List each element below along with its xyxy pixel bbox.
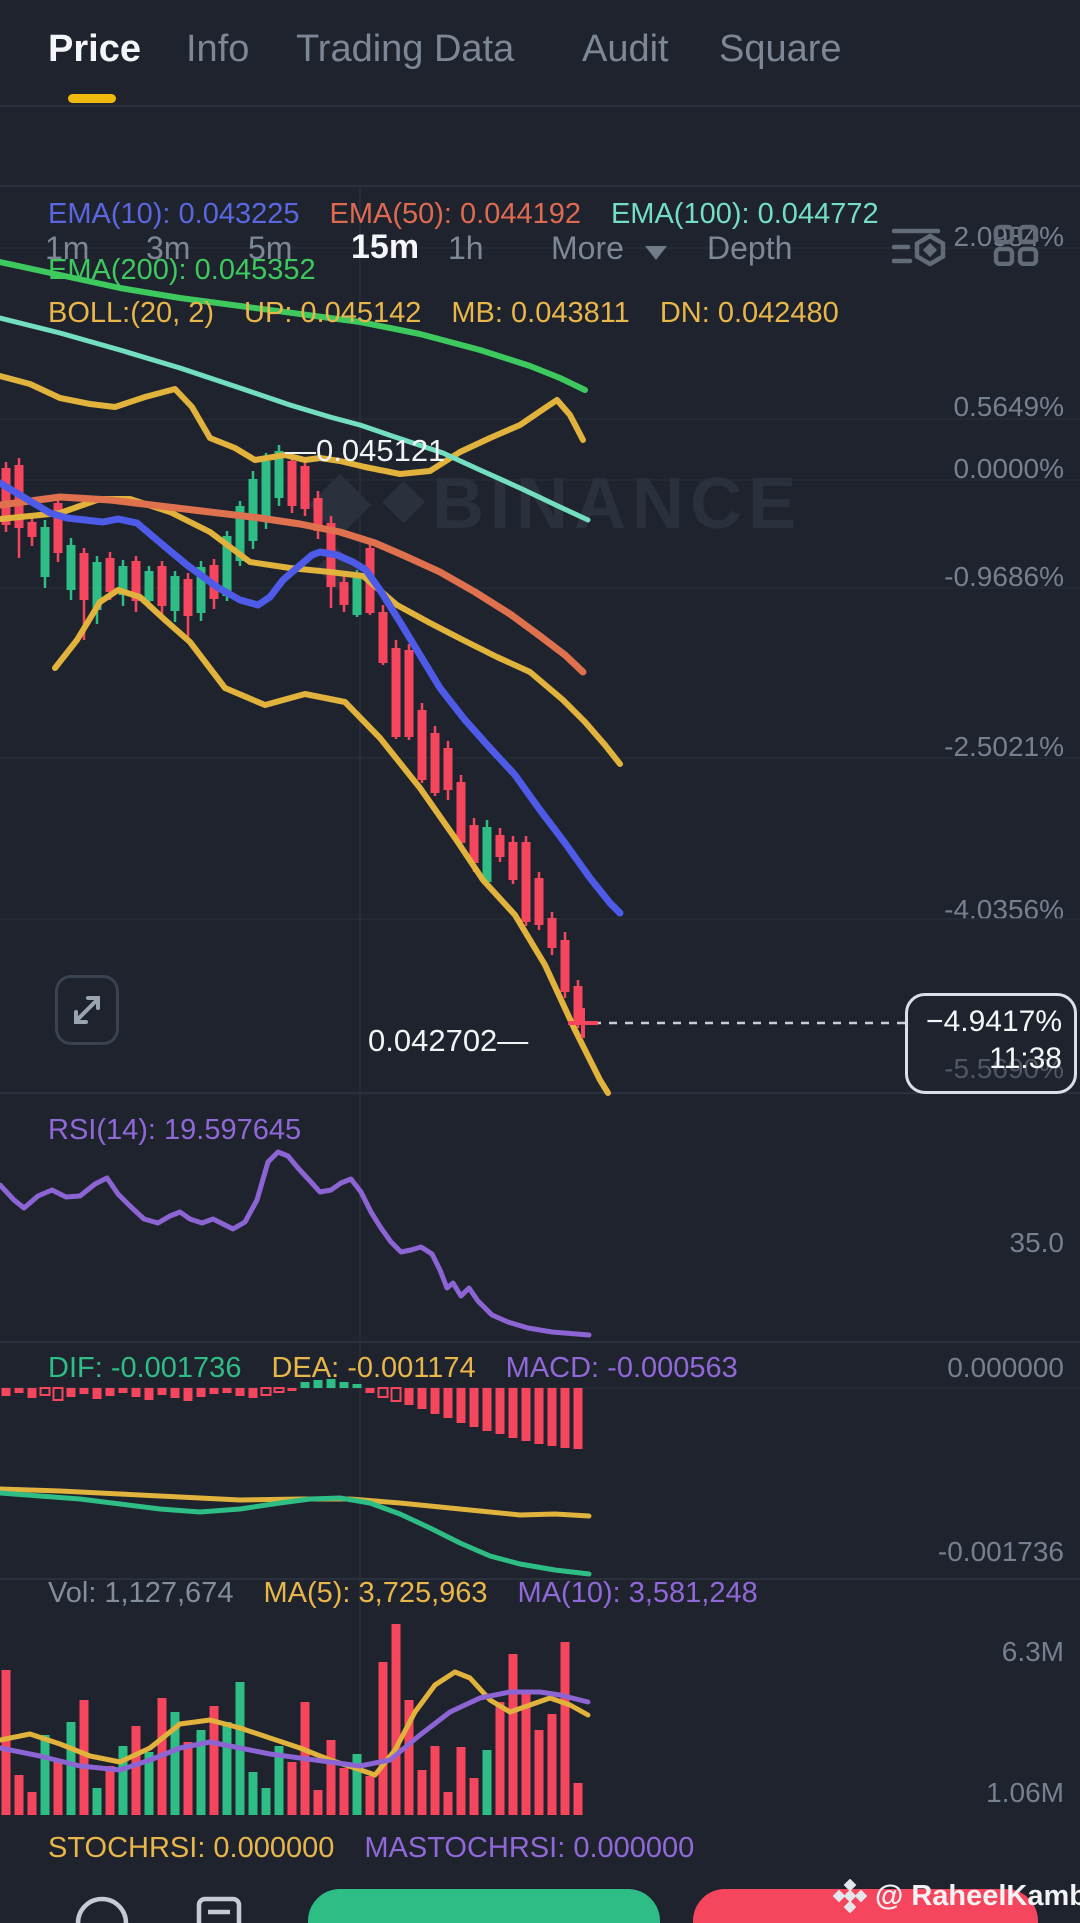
high-price-label: —0.045121 bbox=[285, 433, 446, 468]
depth-button[interactable]: Depth bbox=[707, 230, 793, 266]
tab-square[interactable]: Square bbox=[719, 28, 842, 70]
vol-ma5-readout: MA(5): 3,725,963 bbox=[263, 1577, 488, 1609]
ema100-readout: EMA(100): 0.044772 bbox=[610, 198, 879, 230]
active-tab-underline bbox=[68, 94, 116, 103]
binance-diamond-icon bbox=[833, 1879, 867, 1913]
ema200-readout: EMA(200): 0.045352 bbox=[48, 254, 316, 286]
current-price-badge: −4.9417% 11:38 bbox=[905, 993, 1077, 1094]
boll-up-readout: UP: 0.045142 bbox=[244, 297, 422, 329]
change-percent-value: −4.9417% bbox=[926, 1005, 1062, 1038]
macd-indicator-row: DIF: -0.001736 DEA: -0.001174 MACD: -0.0… bbox=[48, 1352, 738, 1385]
indicator-settings-icon[interactable] bbox=[890, 224, 946, 272]
boll-indicator-row: BOLL:(20, 2) UP: 0.045142 MB: 0.043811 D… bbox=[48, 297, 839, 330]
timeframe-5m[interactable]: 5m bbox=[248, 230, 293, 266]
chevron-down-icon[interactable] bbox=[645, 246, 667, 260]
axis-label-2: 0.5649% bbox=[953, 391, 1064, 422]
tab-audit[interactable]: Audit bbox=[582, 28, 669, 70]
volume-axis-top: 6.3M bbox=[1001, 1636, 1064, 1667]
timeframe-1h[interactable]: 1h bbox=[448, 230, 484, 266]
current-time-value: 11:38 bbox=[989, 1042, 1062, 1075]
ema200-indicator-row: EMA(200): 0.045352 bbox=[48, 254, 316, 287]
axis-label-hidden: -5.5690% bbox=[944, 1053, 1064, 1084]
volume-indicator-row: Vol: 1,127,674 MA(5): 3,725,963 MA(10): … bbox=[48, 1577, 758, 1610]
vol-readout: Vol: 1,127,674 bbox=[48, 1577, 234, 1609]
stochrsi-readout: STOCHRSI: 0.000000 bbox=[48, 1832, 335, 1864]
ema-indicator-row: EMA(10): 0.043225 EMA(50): 0.044192 EMA(… bbox=[48, 198, 879, 231]
dif-readout: DIF: -0.001736 bbox=[48, 1352, 242, 1384]
mastochrsi-readout: MASTOCHRSI: 0.000000 bbox=[364, 1832, 695, 1864]
buy-button[interactable] bbox=[308, 1889, 660, 1923]
macd-axis-bottom: -0.001736 bbox=[937, 1536, 1064, 1567]
axis-label-3: 0.0000% bbox=[953, 453, 1064, 484]
axis-label-4: -0.9686% bbox=[944, 561, 1064, 592]
vol-ma10-readout: MA(10): 3,581,248 bbox=[517, 1577, 758, 1609]
binance-watermark: BINANCE bbox=[308, 464, 796, 590]
timeframe-15m[interactable]: 15m bbox=[351, 228, 420, 266]
boll-dn-readout: DN: 0.042480 bbox=[659, 297, 839, 329]
rsi-axis-label: 35.0 bbox=[1009, 1227, 1065, 1258]
chart-series bbox=[0, 259, 624, 1815]
layout-grid-icon[interactable] bbox=[993, 224, 1039, 266]
tab-trading-data[interactable]: Trading Data bbox=[296, 28, 515, 70]
top-nav: Price Info Trading Data Audit Square bbox=[0, 0, 1080, 106]
timeframe-3m[interactable]: 3m bbox=[146, 230, 191, 266]
timeframe-1m[interactable]: 1m bbox=[45, 230, 90, 266]
ema10-readout: EMA(10): 0.043225 bbox=[48, 198, 300, 230]
timeframe-toolbar: 1m 3m 5m 15m 1h More Depth bbox=[0, 106, 1080, 267]
order-note-icon[interactable] bbox=[196, 1896, 242, 1923]
volume-axis-bottom: 1.06M bbox=[986, 1777, 1064, 1808]
stochrsi-indicator-row: STOCHRSI: 0.000000 MASTOCHRSI: 0.000000 bbox=[48, 1832, 694, 1865]
rsi-readout: RSI(14): 19.597645 bbox=[48, 1114, 302, 1146]
fullscreen-expand-button[interactable] bbox=[55, 975, 119, 1045]
more-dropdown[interactable]: More bbox=[551, 230, 624, 266]
nav-divider bbox=[0, 105, 1080, 107]
chart-overlay-marks bbox=[568, 1008, 905, 1038]
macd-axis-top: 0.000000 bbox=[947, 1352, 1064, 1383]
chat-bubble-icon[interactable] bbox=[75, 1896, 129, 1923]
tab-info[interactable]: Info bbox=[186, 28, 250, 70]
watermark-credit: @ RaheelKamboh bbox=[833, 1879, 1080, 1913]
tab-price[interactable]: Price bbox=[48, 28, 141, 70]
dea-readout: DEA: -0.001174 bbox=[271, 1352, 476, 1384]
toolbar-divider bbox=[0, 185, 1080, 187]
axis-label-6: -4.0356% bbox=[944, 894, 1064, 925]
credit-handle: @ RaheelKamboh bbox=[875, 1879, 1080, 1912]
axis-label-5: -2.5021% bbox=[944, 731, 1064, 762]
low-price-label: 0.042702— bbox=[368, 1023, 529, 1058]
boll-mb-readout: MB: 0.043811 bbox=[451, 297, 630, 329]
boll-params-readout: BOLL:(20, 2) bbox=[48, 297, 215, 329]
ema50-readout: EMA(50): 0.044192 bbox=[329, 198, 581, 230]
macd-readout: MACD: -0.000563 bbox=[505, 1352, 738, 1384]
